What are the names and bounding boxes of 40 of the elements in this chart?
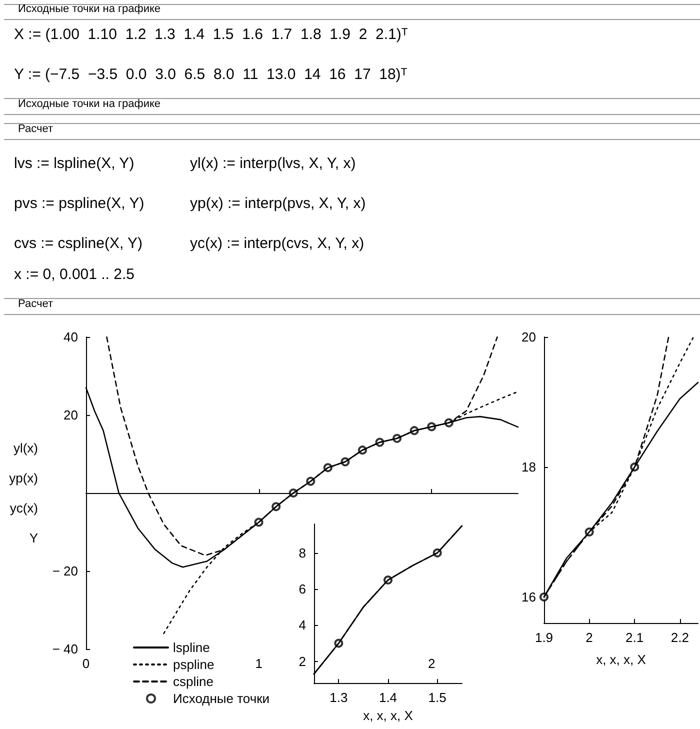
- legend-label: Исходные точки: [173, 691, 270, 706]
- text: yl(x) := interp(lvs, X, Y, x): [190, 155, 356, 172]
- text: yc(x) := interp(cvs, X, Y, x): [190, 235, 364, 252]
- text: Y := (−7.5 −3.5 0.0 3.0 6.5 8.0 11 13.0 14 16 17 18)ᵀ: [14, 66, 408, 83]
- y-tick-label: 20: [522, 330, 536, 344]
- text: Расчет: [18, 298, 53, 310]
- x-tick-label: 1.5: [428, 690, 446, 705]
- text: cvs := cspline(X, Y): [14, 235, 143, 252]
- legend-label: pspline: [173, 657, 214, 672]
- x-tick-label: 2.1: [626, 630, 644, 645]
- y-tick-label: − 40: [52, 642, 78, 656]
- text: x := 0, 0.001 .. 2.5: [14, 266, 134, 283]
- text: lvs := lspline(X, Y): [14, 155, 134, 172]
- text: X := (1.00 1.10 1.2 1.3 1.4 1.5 1.6 1.7 1.8 1.9 2 2.1)ᵀ: [14, 26, 408, 43]
- x-tick-label: 1.9: [534, 630, 554, 645]
- x-tick-label: 2.2: [670, 630, 689, 645]
- y-tick-label: 6: [298, 582, 306, 597]
- x-tick-label: 2: [428, 656, 436, 671]
- text: Исходные точки на графике: [18, 3, 161, 15]
- x-tick-label: 1.3: [330, 690, 348, 705]
- legend-label: lspline: [173, 640, 210, 655]
- y-axis-title: yl(x) yp(x) yc(x) Y: [9, 440, 38, 546]
- x-axis-title: x, x, x, X: [596, 652, 646, 667]
- y-tick-label: 40: [64, 330, 78, 344]
- legend-label: cspline: [173, 674, 214, 689]
- text: Расчет: [18, 123, 53, 135]
- x-tick-label: 0: [82, 656, 90, 671]
- x-tick-label: 2: [586, 630, 593, 645]
- y-tick-label: 16: [522, 590, 536, 604]
- text: yp(x) := interp(pvs, X, Y, x): [190, 195, 366, 212]
- y-tick-label: − 20: [52, 564, 78, 578]
- text: Исходные точки на графике: [18, 98, 161, 110]
- y-tick-label: 18: [522, 460, 536, 474]
- y-tick-label: 8: [298, 545, 306, 560]
- text: pvs := pspline(X, Y): [14, 195, 144, 212]
- x-axis-title: x, x, x, X: [363, 708, 414, 723]
- x-tick-label: 1: [255, 656, 262, 671]
- y-tick-label: 4: [298, 618, 306, 633]
- y-tick-label: 20: [64, 408, 78, 422]
- x-tick-label: 1.4: [378, 690, 398, 705]
